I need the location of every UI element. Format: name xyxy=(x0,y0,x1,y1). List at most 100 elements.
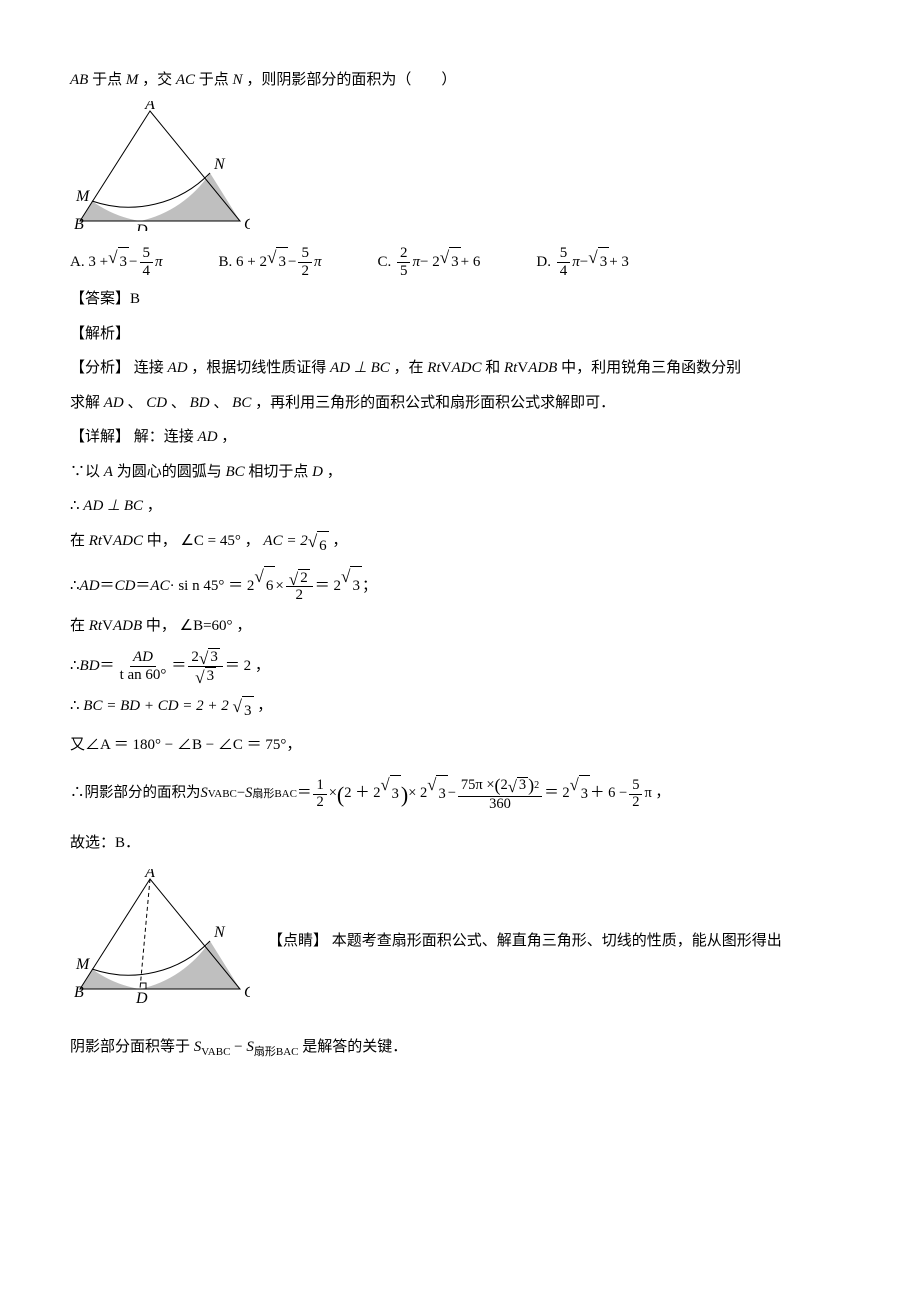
opt-a-pre: 3 + xyxy=(88,248,108,277)
dianjing-text: 本题考查扇形面积公式、解直角三角形、切线的性质，能从图形得出 xyxy=(332,933,782,949)
detail-line-1: 【详解】 解：连接 AD ， xyxy=(70,423,850,452)
fenxi-p1a: 连接 xyxy=(134,360,168,376)
l5-s3: √3 xyxy=(341,566,362,606)
l5-dot: · si n 45° ＝ 2 xyxy=(170,567,255,606)
svg-text:M: M xyxy=(75,188,91,205)
l4-ac: AC = 2 xyxy=(263,533,307,549)
opt-c-post: + 6 xyxy=(461,248,481,277)
detail-p1b: ， xyxy=(221,429,236,445)
svg-text:N: N xyxy=(213,924,226,941)
l6-ang: ∠B=60° xyxy=(180,618,233,634)
l5-eq: ＝ xyxy=(100,567,115,606)
l10-r1s: √3 xyxy=(570,775,590,814)
l10-pi: π ， xyxy=(644,775,669,813)
l2b: 为圆心的圆弧与 xyxy=(117,464,226,480)
l5-times: × xyxy=(275,567,283,606)
answer-label: 【答案】 xyxy=(70,291,130,307)
l10-fend: 52 xyxy=(629,778,642,811)
detail-p1: 解：连接 xyxy=(134,429,198,445)
l10-pre: ∴阴影部分的面积为 xyxy=(70,775,201,813)
detail-line-11: 故选：B． xyxy=(70,829,850,858)
opt-b-minus: − xyxy=(288,248,296,277)
svg-text:B: B xyxy=(74,216,84,231)
l10-rp: ) xyxy=(401,766,408,823)
l4-rt: Rt xyxy=(89,533,102,549)
opt-a-sqrt: √3 xyxy=(108,247,129,277)
l4-ang: ∠C = 45° xyxy=(180,533,240,549)
l10-t2: × 2 xyxy=(408,775,427,813)
svg-text:A: A xyxy=(144,101,155,113)
final-pre: 阴影部分面积等于 xyxy=(70,1039,194,1055)
l7-eq2: ＝ xyxy=(171,647,186,686)
l8-tail: ， xyxy=(257,698,272,714)
lead-ab: AB xyxy=(70,72,88,88)
lead-t8: ，则阴影部分的面积为（ ） xyxy=(246,72,456,88)
l2a: ∵以 xyxy=(70,464,104,480)
analysis-label: 【解析】 xyxy=(70,320,850,349)
l10-eq: ＝ xyxy=(297,775,312,813)
fenxi-p1b: ，根据切线性质证得 xyxy=(191,360,330,376)
l4a: 在 xyxy=(70,533,89,549)
l6a: 在 xyxy=(70,618,89,634)
lead-t4: ，交 xyxy=(142,72,176,88)
l5-frac: √2 2 xyxy=(286,569,313,604)
answer-value: B xyxy=(130,291,140,307)
fenxi-rt2a: Rt xyxy=(504,360,517,376)
l3b: ， xyxy=(147,498,162,514)
fenxi-rt1a: Rt xyxy=(427,360,440,376)
fenxi-s4: BC xyxy=(232,395,251,411)
fenxi-sep2: 、 xyxy=(171,395,186,411)
figure-1: A B C D M N xyxy=(70,101,850,242)
l5-eq2: ＝ xyxy=(135,567,150,606)
svg-text:M: M xyxy=(75,956,91,973)
l3-perp: AD ⊥ BC xyxy=(83,498,143,514)
option-a: A. 3 + √3 − 54 π xyxy=(70,245,163,279)
l5-cd: CD xyxy=(115,567,136,606)
opt-b-sqrt: √3 xyxy=(267,247,288,277)
fenxi-sep3: 、 xyxy=(213,395,228,411)
detail-line-5: ∴ AD ＝ CD ＝ AC · si n 45° ＝ 2 √6 × √2 2 … xyxy=(70,566,850,606)
figure-and-note: A B C D M N 【点睛】 本题考查扇形面积公式、解直角三角形、切线的性质… xyxy=(70,863,850,1019)
opt-a-letter: A. xyxy=(70,248,85,277)
svg-text:B: B xyxy=(74,984,84,1001)
detail-line-2: ∵以 A 为圆心的圆弧与 BC 相切于点 D ， xyxy=(70,458,850,487)
svg-text:C: C xyxy=(244,216,250,231)
fenxi-s2: CD xyxy=(146,395,167,411)
svg-text:D: D xyxy=(135,990,148,1004)
l6b: 中， xyxy=(146,618,176,634)
opt-a-pi: π xyxy=(155,248,163,277)
fenxi-p1c: ，在 xyxy=(394,360,428,376)
l7-frac2: 2√3 √3 xyxy=(188,648,222,684)
fenxi-sep1: 、 xyxy=(128,395,143,411)
lead-t2: 于点 xyxy=(92,72,126,88)
detail-line-8: ∴ BC = BD + CD = 2 + 2 √3 ， xyxy=(70,692,850,726)
l4d: ， xyxy=(332,533,347,549)
l10-ins: √3 xyxy=(380,775,400,814)
opt-d-frac: 54 xyxy=(557,245,571,279)
lead-t6: 于点 xyxy=(199,72,233,88)
opt-d-pi: π xyxy=(572,248,580,277)
triangle-figure-2: A B C D M N xyxy=(70,869,250,1004)
option-b: B. 6 + 2 √3 − 52 π xyxy=(219,245,322,279)
fenxi-p2a: 求解 xyxy=(70,395,104,411)
l7-eq3: ＝ 2 ， xyxy=(225,647,270,686)
options-row: A. 3 + √3 − 54 π B. 6 + 2 √3 − 52 π C. 2… xyxy=(70,245,850,279)
l2-bc: BC xyxy=(225,464,244,480)
detail-ad: AD xyxy=(198,429,218,445)
dianjing-label: 【点睛】 xyxy=(268,933,328,949)
l7-bd: BD xyxy=(80,647,100,686)
final-line: 阴影部分面积等于 SVABC − S扇形BAC 是解答的关键． xyxy=(70,1033,850,1063)
l10-s2sub: 扇形BAC xyxy=(252,780,297,809)
l7-eq: ＝ xyxy=(100,647,115,686)
lead-n: N xyxy=(233,72,243,88)
fenxi-perp: AD ⊥ BC xyxy=(330,360,390,376)
l8-eq: BC = BD + CD = 2 + 2 xyxy=(83,698,229,714)
l4b: 中， xyxy=(147,533,177,549)
final-s2: S xyxy=(246,1039,254,1055)
detail-line-10: ∴阴影部分的面积为 SVABC − S扇形BAC ＝ 12 × ( 2 ＋ 2 … xyxy=(70,766,850,823)
l2c: 相切于点 xyxy=(248,464,312,480)
fenxi-rt2c: ADB xyxy=(528,360,557,376)
fenxi-ad: AD xyxy=(168,360,188,376)
svg-text:D: D xyxy=(135,222,148,231)
opt-c-pi: π xyxy=(412,248,420,277)
